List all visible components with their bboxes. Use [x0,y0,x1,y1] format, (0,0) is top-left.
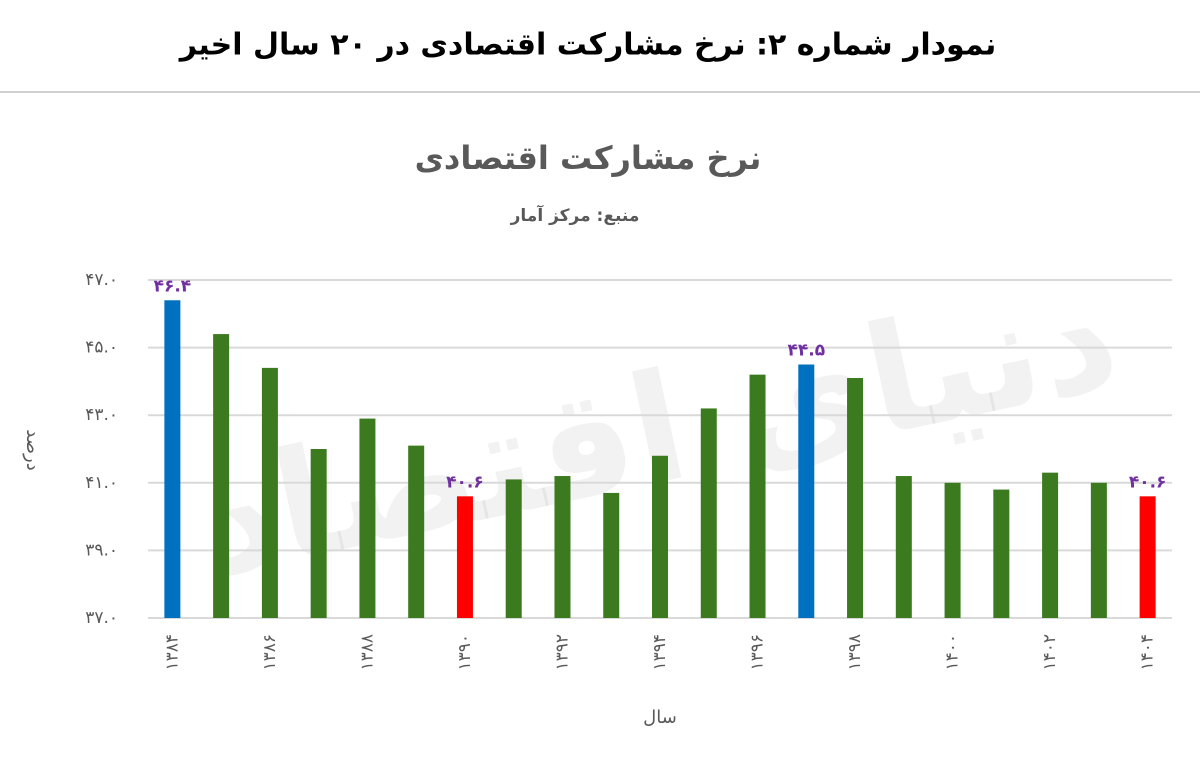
bar [993,489,1010,618]
bar [359,418,376,618]
bar [798,364,815,618]
x-tick-label: ۱۴۰۰ [943,634,963,671]
x-tick-label: ۱۳۹۶ [748,634,768,671]
value-label: ۴۴.۵ [787,341,825,361]
chart-subtitle: منبع: مرکز آمار [510,204,640,226]
x-tick-label: ۱۳۸۶ [260,634,280,671]
bar [310,449,327,618]
y-tick-label: ۳۷.۰ [85,608,118,628]
bar [847,378,864,618]
bar [700,408,717,618]
x-tick-label: ۱۳۹۴ [650,634,670,671]
bar [554,476,571,618]
bar [456,496,473,618]
value-label: ۴۰.۶ [1129,472,1167,492]
y-tick-label: ۴۵.۰ [85,338,118,358]
bar [1042,472,1059,618]
bar [944,482,961,618]
x-axis-label: سال [643,707,677,728]
x-tick-label: ۱۴۰۴ [1138,634,1158,671]
bar [261,367,278,618]
x-tick-label: ۱۳۹۰ [455,634,475,671]
y-axis-label: درصد [22,429,43,470]
bar [505,479,522,618]
bar [408,445,425,618]
value-label: ۴۶.۴ [154,276,192,296]
x-tick-label: ۱۳۹۸ [845,634,865,671]
y-tick-label: ۴۷.۰ [85,270,118,290]
bar [1090,482,1107,618]
page-title: نمودار شماره ۲: نرخ مشارکت اقتصادی در ۲۰… [178,28,997,63]
x-tick-label: ۱۳۹۲ [552,634,572,671]
y-tick-label: ۳۹.۰ [85,540,118,560]
bar [164,300,181,618]
bar [749,374,766,618]
bar [895,476,912,618]
x-tick-label: ۱۴۰۲ [1040,634,1060,671]
bar [1139,496,1156,618]
y-tick-label: ۴۱.۰ [85,473,118,493]
x-tick-label: ۱۳۸۴ [162,634,182,671]
chart-title: نرخ مشارکت اقتصادی [415,139,762,177]
value-label: ۴۰.۶ [446,472,484,492]
bar [213,334,230,618]
x-tick-label: ۱۳۸۸ [357,634,377,671]
y-tick-label: ۴۳.۰ [85,405,118,425]
bar [652,455,668,618]
bar [603,492,620,618]
